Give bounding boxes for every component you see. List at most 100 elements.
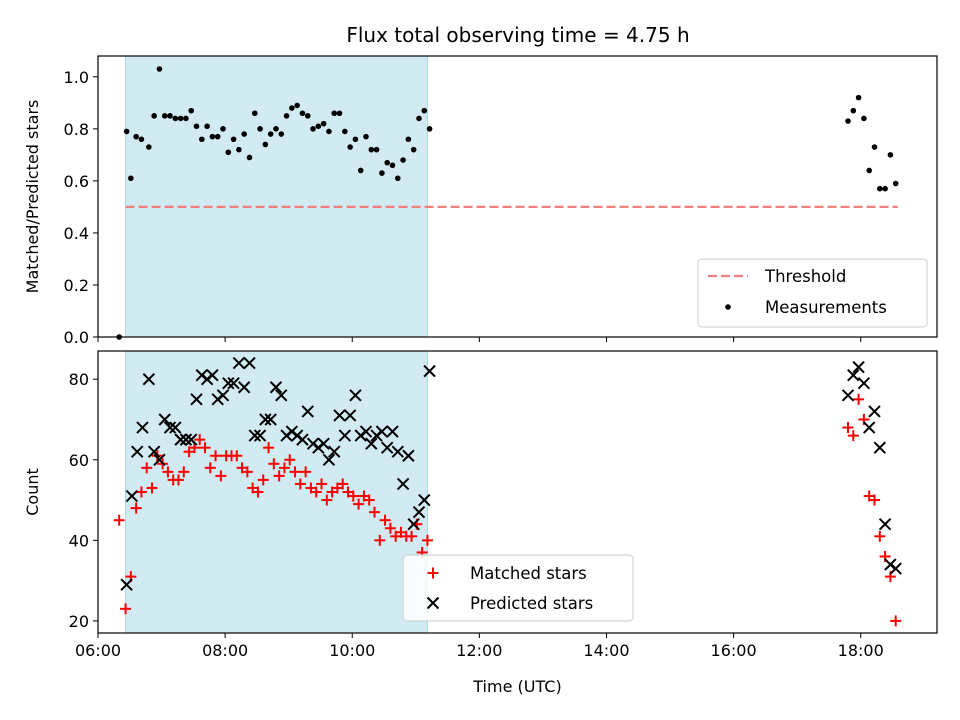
predicted-star-point xyxy=(259,413,272,426)
top-y-tick-label: 0.6 xyxy=(64,172,89,191)
measurement-point xyxy=(146,144,152,150)
matched-star-point xyxy=(178,466,190,478)
measurement-point xyxy=(273,126,279,132)
measurement-point xyxy=(410,146,417,153)
predicted-star-point xyxy=(222,377,235,390)
measurement-point xyxy=(283,113,290,119)
matched-star-point xyxy=(278,462,290,474)
top-y-tick-label: 0.4 xyxy=(64,224,89,243)
measurement-point xyxy=(188,107,195,114)
bottom-legend: Matched stars Predicted stars xyxy=(402,554,634,622)
measurement-point xyxy=(193,123,200,130)
measurement-point xyxy=(379,170,385,176)
measurement-point xyxy=(199,136,205,143)
measurement-point xyxy=(251,110,258,117)
matched-star-point xyxy=(273,470,285,482)
x-tick-label: 10:00 xyxy=(329,641,375,660)
predicted-star-point xyxy=(125,489,139,503)
measurement-point xyxy=(230,136,237,143)
predicted-star-point xyxy=(847,368,860,382)
matched-star-point xyxy=(130,502,142,514)
top-legend: Threshold Measurements xyxy=(697,258,928,328)
measurement-point xyxy=(310,126,316,132)
predicted-star-point xyxy=(418,493,431,507)
top-shaded-interval xyxy=(125,55,428,338)
matched-star-point xyxy=(135,486,147,498)
x-tick-label: 08:00 xyxy=(202,641,248,660)
matched-star-point xyxy=(310,486,322,498)
top-plot-frame xyxy=(97,55,938,338)
legend-predicted-label: Predicted stars xyxy=(470,594,593,613)
predicted-star-point xyxy=(841,389,855,402)
measurement-point xyxy=(342,128,348,135)
matched-star-point xyxy=(215,470,227,482)
matched-star-point xyxy=(421,534,433,546)
predicted-star-point xyxy=(269,381,283,394)
legend-measurement-swatch xyxy=(725,304,731,310)
matched-star-point xyxy=(162,466,174,478)
measurement-point xyxy=(246,154,253,161)
matched-star-point xyxy=(210,450,222,462)
matched-star-point xyxy=(347,490,359,502)
measurement-point xyxy=(294,102,300,109)
measurement-point xyxy=(866,167,873,174)
predicted-star-point xyxy=(120,578,133,591)
predicted-star-point xyxy=(868,405,881,418)
measurement-point xyxy=(172,115,179,122)
predicted-star-point xyxy=(158,413,171,426)
predicted-star-point xyxy=(857,377,871,390)
measurement-point xyxy=(167,113,173,119)
matched-star-point xyxy=(252,486,264,498)
measurement-point xyxy=(394,175,401,182)
measurement-point xyxy=(151,113,157,119)
predicted-star-point xyxy=(391,445,405,458)
predicted-star-point xyxy=(185,433,198,446)
predicted-star-point xyxy=(322,453,336,466)
measurement-point xyxy=(352,136,359,143)
legend-measurement-label: Measurements xyxy=(765,298,887,317)
measurement-point xyxy=(845,118,851,124)
matched-star-point xyxy=(263,442,275,454)
measurement-point xyxy=(236,146,242,153)
matched-star-point xyxy=(113,514,125,526)
matched-star-point xyxy=(384,522,396,534)
measurement-point xyxy=(357,167,364,174)
predicted-star-point xyxy=(190,393,203,406)
predicted-star-point xyxy=(862,421,876,434)
predicted-star-point xyxy=(153,453,166,466)
measurement-point xyxy=(267,131,274,137)
matched-star-point xyxy=(874,530,886,542)
measurement-point xyxy=(882,185,888,192)
measurement-point xyxy=(161,113,168,119)
predicted-star-point xyxy=(179,433,193,446)
predicted-star-point xyxy=(407,518,420,531)
matched-star-point xyxy=(842,422,854,434)
measurement-point xyxy=(177,115,184,122)
predicted-star-point xyxy=(253,429,267,442)
bottom-legend-box xyxy=(402,554,634,622)
measurement-point xyxy=(214,133,221,140)
predicted-star-point xyxy=(264,413,277,426)
measurement-point xyxy=(336,110,343,117)
predicted-star-point xyxy=(169,421,182,434)
predicted-star-point xyxy=(412,505,426,519)
measurement-point xyxy=(400,157,406,163)
predicted-star-point xyxy=(396,477,410,491)
matched-star-point xyxy=(289,466,301,478)
measurement-point xyxy=(405,136,412,143)
measurement-point xyxy=(426,126,433,132)
measurement-point xyxy=(138,136,145,143)
measurement-point xyxy=(326,128,332,135)
top-y-tick-label: 0.8 xyxy=(64,120,89,139)
matched-star-point xyxy=(300,466,312,478)
predicted-star-point xyxy=(380,441,394,454)
predicted-star-point xyxy=(142,372,156,386)
matched-star-point xyxy=(379,514,391,526)
measurement-point xyxy=(855,94,862,101)
matched-star-point xyxy=(120,603,132,615)
x-tick-label: 16:00 xyxy=(711,641,757,660)
measurement-point xyxy=(331,110,338,117)
top-panel: 0.0 0.2 0.4 0.6 0.8 1.0 Matched/Predicted sta… xyxy=(23,55,938,347)
x-tick-label: 18:00 xyxy=(838,641,884,660)
measurement-point xyxy=(421,107,428,114)
